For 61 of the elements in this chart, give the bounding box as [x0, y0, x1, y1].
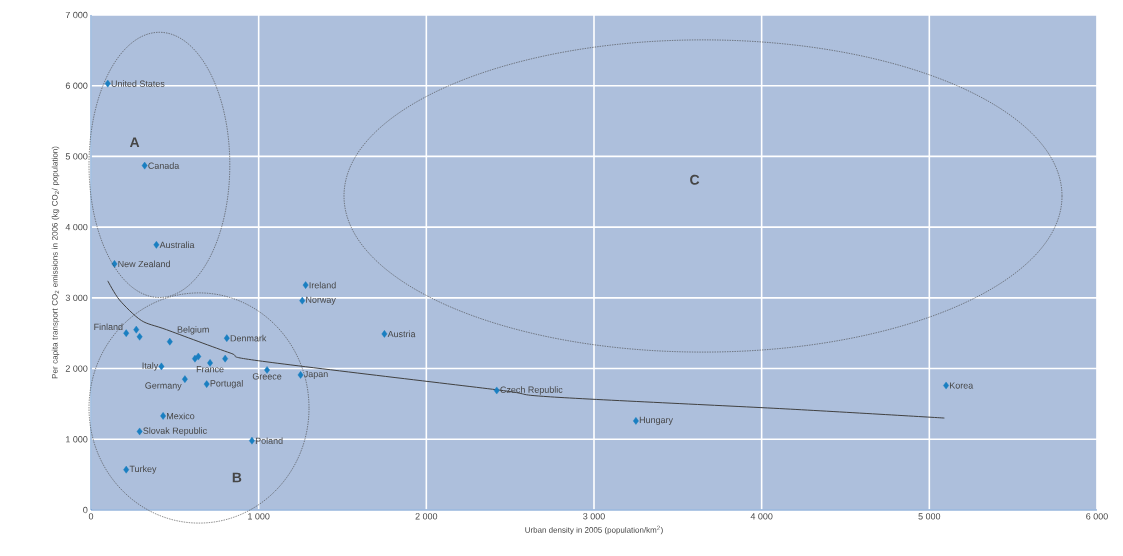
annotation: Germany: [145, 382, 182, 391]
annotation: Turkey: [129, 465, 157, 474]
point: [493, 386, 500, 395]
point: [633, 417, 639, 425]
point: [123, 329, 130, 337]
annotation: United States: [111, 80, 165, 87]
annotation: Poland: [255, 437, 283, 444]
point: [195, 352, 202, 361]
annotation: Hungary: [639, 416, 673, 425]
point: [297, 371, 304, 379]
annotation: France: [196, 366, 224, 373]
annotation: Portugal: [210, 379, 243, 389]
point: [158, 362, 165, 371]
point: [136, 332, 143, 341]
y-tick-label: 3 000: [65, 294, 88, 302]
point: [133, 325, 140, 334]
point: [141, 161, 148, 170]
point: [160, 412, 166, 420]
annotation: Denmark: [230, 334, 267, 342]
point: [222, 354, 229, 363]
point: [302, 281, 309, 289]
x-tick-label: 3 000: [583, 513, 605, 520]
annotation: Australia: [159, 241, 195, 249]
x-tick-label: 5 000: [918, 513, 941, 520]
y-tick-label: 6 000: [65, 82, 88, 89]
annotation: Italy: [142, 362, 159, 371]
annotation: Austria: [387, 330, 416, 338]
x-tick-label: 0: [88, 513, 94, 520]
annotation: Mexico: [167, 412, 195, 420]
y-tick-label: 4 000: [65, 223, 88, 231]
annotation: C: [690, 174, 700, 185]
annotation: Korea: [950, 382, 974, 389]
annotation: Ireland: [309, 281, 336, 289]
x-tick-label: 2 000: [415, 513, 438, 520]
y-tick-label: 0: [83, 506, 88, 514]
y-tick-label: 5 000: [65, 153, 88, 160]
point: [203, 380, 210, 388]
point: [104, 79, 111, 88]
annotation: Canada: [148, 162, 180, 169]
annotation: Czech Republic: [500, 386, 563, 395]
point: [182, 375, 188, 383]
point: [136, 427, 143, 436]
annotation: B: [232, 472, 242, 483]
point: [381, 330, 388, 338]
annotation: A: [129, 137, 140, 148]
point: [166, 337, 173, 346]
x-tick-label: 6 000: [1086, 513, 1108, 520]
annotation: Finland: [94, 323, 123, 331]
y-tick-label: 2 000: [65, 365, 88, 372]
annotation: Greece: [252, 373, 282, 380]
point: [223, 334, 230, 342]
x-tick-label: 4 000: [750, 513, 773, 520]
annotation: Belgium: [177, 326, 209, 335]
annotation: Norway: [306, 296, 336, 305]
annotation: Slovak Republic: [143, 427, 207, 436]
y-tick-label: 7 000: [65, 11, 88, 19]
x-tick-label: 1 000: [248, 513, 270, 520]
point: [299, 296, 306, 305]
y-tick-label: 1 000: [66, 436, 88, 443]
annotation: New Zealand: [118, 260, 170, 268]
annotation: Japan: [303, 370, 328, 379]
